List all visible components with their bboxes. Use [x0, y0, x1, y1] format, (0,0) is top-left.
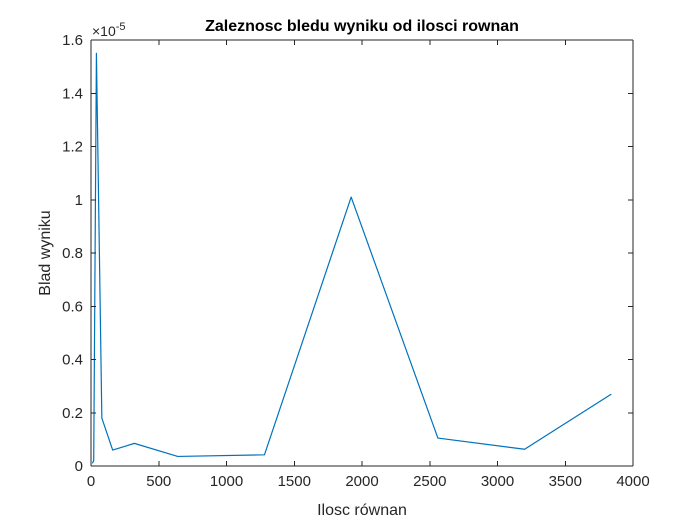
y-tick-label: 1.6	[62, 32, 83, 49]
x-tick-label: 2500	[413, 473, 446, 490]
x-tick-label: 4000	[616, 473, 649, 490]
axes-layer	[90, 39, 634, 467]
y-axis-label: Blad wyniku	[37, 210, 54, 295]
plot-area	[91, 40, 633, 466]
y-exponent-power: -5	[116, 21, 126, 33]
y-exponent-label: ×10-5	[92, 21, 126, 39]
tick-label-layer: 0 500 1000 1500 2000 2500 3000 3500 4000 0 0.2 0.4 0…	[62, 32, 650, 490]
y-tick-label: 0.2	[62, 405, 83, 422]
series-layer	[91, 52, 612, 464]
y-tick-label: 1	[75, 192, 83, 209]
y-tick-label: 0.4	[62, 352, 83, 369]
x-tick-label: 2000	[345, 473, 378, 490]
chart-title: Zaleznosc bledu wyniku od ilosci rownan	[205, 18, 519, 35]
x-tick-label: 0	[87, 473, 95, 490]
y-tick-label: 0	[75, 458, 83, 475]
x-axis-label: Ilosc równan	[317, 502, 407, 519]
x-tick-label: 3000	[481, 473, 514, 490]
x-tick-label: 1500	[278, 473, 311, 490]
y-tick-label: 0.6	[62, 298, 83, 315]
y-tick-label: 1.2	[62, 139, 83, 156]
x-tick-label: 500	[146, 473, 171, 490]
svg-text:×10-5: ×10-5	[92, 21, 126, 39]
y-tick-label: 0.8	[62, 245, 83, 262]
series-line-1	[91, 52, 612, 464]
y-tick-label: 1.4	[62, 85, 83, 102]
x-tick-label: 3500	[549, 473, 582, 490]
y-exponent-base: ×10	[92, 23, 116, 39]
x-tick-label: 1000	[210, 473, 243, 490]
